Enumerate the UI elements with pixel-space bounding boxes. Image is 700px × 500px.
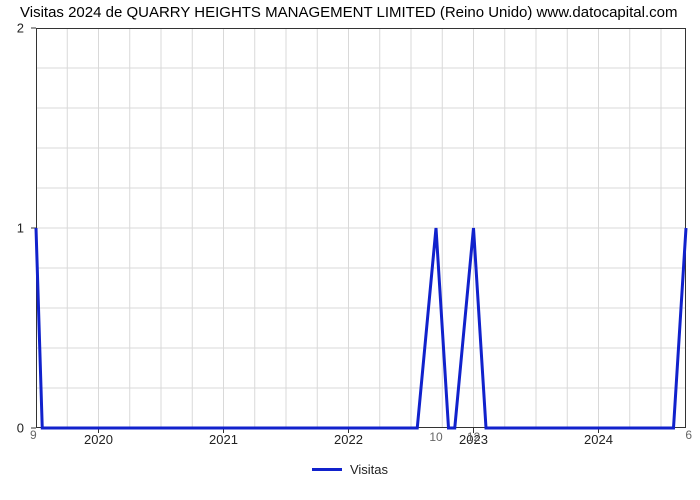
point-annotations: 10 12 — [36, 432, 686, 452]
legend-swatch — [312, 468, 342, 471]
legend-item: Visitas — [312, 462, 388, 477]
y-tick-label: 1 — [17, 221, 24, 236]
y-tick-label: 0 — [17, 421, 24, 436]
y-tick-label: 2 — [17, 21, 24, 36]
legend: Visitas — [0, 458, 700, 477]
chart-plot — [36, 28, 686, 428]
corner-label-left: 9 — [30, 428, 37, 442]
point-annotation: 12 — [467, 430, 480, 444]
legend-label: Visitas — [350, 462, 388, 477]
y-axis: 012 — [0, 28, 30, 428]
point-annotation: 10 — [429, 430, 442, 444]
corner-label-right: 6 — [685, 428, 692, 442]
chart-title: Visitas 2024 de QUARRY HEIGHTS MANAGEMEN… — [20, 4, 677, 21]
